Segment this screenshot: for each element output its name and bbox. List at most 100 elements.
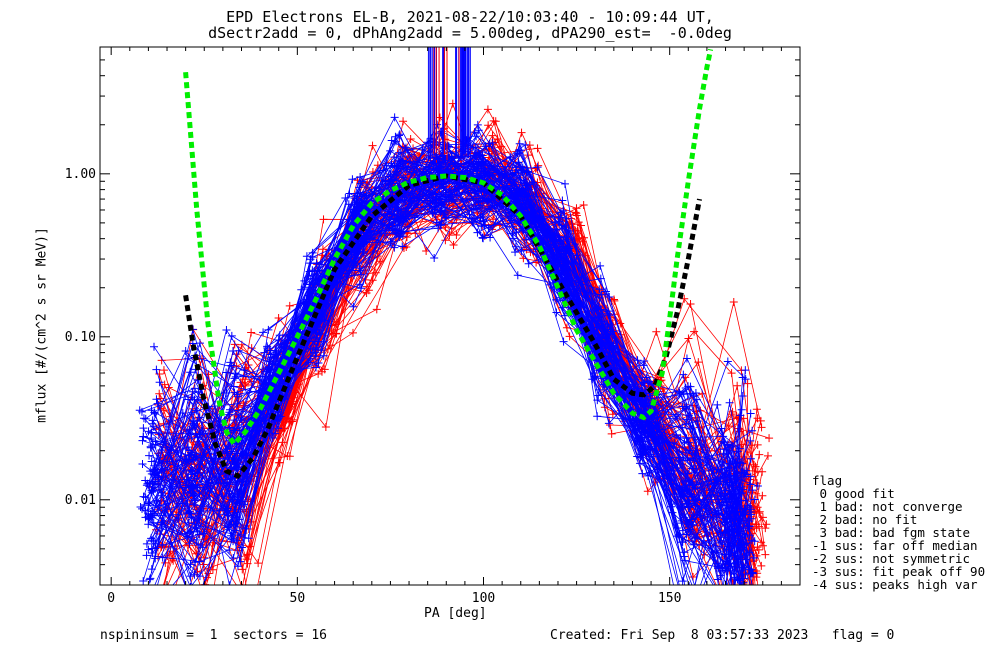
spectrum-point <box>155 389 164 398</box>
spectrum-point <box>732 608 740 616</box>
spectrum-point <box>577 221 586 230</box>
spectrum-point <box>565 332 574 341</box>
spectrum-point <box>311 363 320 372</box>
spectrum-point <box>522 211 531 220</box>
spectrum-point <box>233 562 242 571</box>
spectrum-point <box>437 218 446 227</box>
spectrum-point <box>479 234 488 243</box>
spectrum-point <box>745 531 754 540</box>
spectrum-point <box>142 551 151 560</box>
spectrum-point <box>634 424 643 433</box>
spectrum-point <box>221 504 230 513</box>
spectrum-point <box>723 357 732 366</box>
spectrum-point <box>515 149 524 158</box>
spectrum-point <box>149 598 157 606</box>
spectrum-point <box>230 340 239 349</box>
spectrum-trace <box>143 137 752 548</box>
spectrum-point <box>188 607 196 615</box>
spectrum-trace <box>143 174 746 539</box>
spectrum-point <box>357 236 366 245</box>
spectrum-point <box>745 615 753 623</box>
spectrum-point <box>734 470 743 479</box>
spectrum-point <box>319 316 328 325</box>
spectrum-point <box>145 451 154 460</box>
legend-header: flag <box>812 473 843 488</box>
y-axis-label: mflux [#/(cm^2 s sr MeV)] <box>34 227 50 423</box>
spectrum-point <box>731 593 739 601</box>
spectrum-point <box>680 548 689 557</box>
spectrum-point <box>734 555 743 564</box>
legend-item: -2 sus: not symmetric <box>812 551 971 566</box>
spectrum-point <box>738 373 747 382</box>
spectrum-point <box>239 500 248 509</box>
spectrum-point <box>135 406 144 415</box>
spectrum-point <box>751 596 759 604</box>
spectrum-point <box>738 392 747 401</box>
spectrum-point <box>236 557 245 566</box>
y-tick-label: 0.10 <box>65 330 96 345</box>
spectrum-point <box>222 326 231 335</box>
spectrum-point <box>686 613 694 621</box>
spectrum-point <box>739 563 748 572</box>
spectrum-point <box>139 576 148 585</box>
spectrum-point <box>188 465 197 474</box>
spectrum-point <box>199 590 207 598</box>
spectrum-point <box>154 472 163 481</box>
spectrum-point <box>396 164 405 173</box>
spectrum-point <box>304 272 313 281</box>
spectrum-point <box>189 417 198 426</box>
spectrum-point <box>190 384 199 393</box>
spectrum-point <box>521 190 530 199</box>
spectrum-point <box>228 347 237 356</box>
spectrum-point <box>601 287 610 296</box>
spectrum-point <box>642 373 651 382</box>
spectrum-point <box>299 299 308 308</box>
spectrum-point <box>399 117 408 126</box>
spectrum-point <box>507 181 516 190</box>
spectrum-trace <box>156 138 744 508</box>
spectrum-point <box>727 609 735 617</box>
spectrum-point <box>352 259 361 268</box>
spectrum-point <box>747 601 755 609</box>
spectrum-point <box>199 529 208 538</box>
spectrum-point <box>744 565 753 574</box>
spectrum-point <box>748 426 757 435</box>
spectrum-point <box>743 379 752 388</box>
spectrum-point <box>312 328 321 337</box>
spectrum-point <box>155 369 164 378</box>
spectrum-point <box>686 477 695 486</box>
spectrum-point <box>321 422 330 431</box>
spectrum-point <box>745 589 753 597</box>
spectrum-point <box>146 574 155 583</box>
spectrum-point <box>750 460 759 469</box>
spectrum-point <box>157 465 166 474</box>
spectrum-point <box>139 414 148 423</box>
spectrum-point <box>138 436 147 445</box>
spectrum-point <box>435 194 444 203</box>
spectrum-point <box>437 199 446 208</box>
spectrum-point <box>439 179 448 188</box>
spectrum-point <box>681 404 690 413</box>
spectrum-point <box>271 348 280 357</box>
spectrum-point <box>141 613 149 621</box>
spectrum-point <box>150 408 159 417</box>
spectrum-point <box>313 333 322 342</box>
spectrum-point <box>605 292 614 301</box>
spectrum-point <box>559 337 568 346</box>
spectrum-point <box>489 116 498 125</box>
spectrum-point <box>686 382 695 391</box>
spectrum-point <box>479 157 488 166</box>
spectrum-point <box>239 591 247 599</box>
chart-title-line1: EPD Electrons EL-B, 2021-08-22/10:03:40 … <box>226 8 714 26</box>
spectrum-point <box>474 160 483 169</box>
legend-item: -4 sus: peaks high var <box>812 577 978 592</box>
spectrum-point <box>188 489 197 498</box>
spectrum-point <box>161 588 169 596</box>
spectrum-point <box>431 210 440 219</box>
fit-curves <box>183 48 714 480</box>
spectrum-point <box>440 209 449 218</box>
spectrum-point <box>225 546 234 555</box>
spectrum-point <box>563 236 572 245</box>
spectrum-point <box>730 586 738 594</box>
spectrum-trace <box>149 190 739 579</box>
